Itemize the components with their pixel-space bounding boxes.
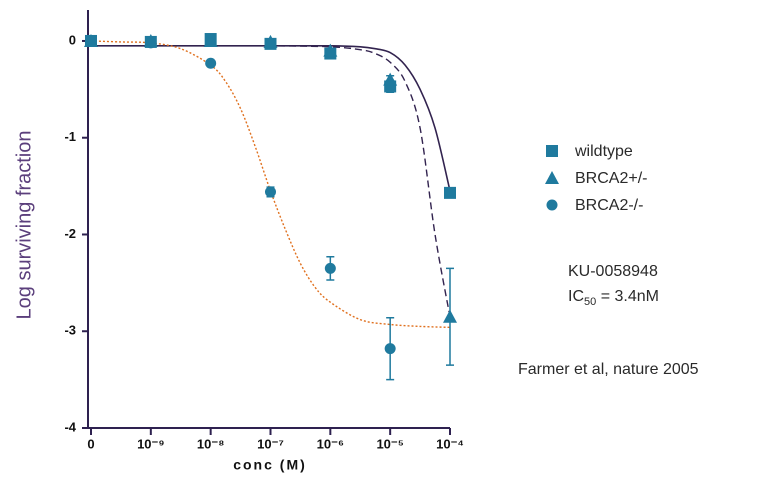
marker-circle <box>384 343 396 355</box>
marker-square <box>546 145 558 157</box>
ic-suffix: = 3.4nM <box>596 288 659 305</box>
marker-triangle <box>545 171 559 184</box>
y-tick-label: 0 <box>69 32 76 47</box>
marker-circle <box>145 37 157 49</box>
x-tick-label: 10⁻⁹ <box>137 436 165 451</box>
legend-label: BRCA2+/- <box>575 170 647 187</box>
x-axis-label: conc (M) <box>233 457 307 473</box>
x-tick-label: 10⁻⁷ <box>257 436 284 451</box>
marker-triangle <box>443 309 457 323</box>
compound-name: KU-0058948 <box>568 263 658 280</box>
fit-curve <box>90 45 451 317</box>
marker-triangle <box>323 43 338 57</box>
y-tick-label: -2 <box>64 226 76 241</box>
marker-circle <box>85 35 97 47</box>
marker-triangle <box>263 34 278 48</box>
x-tick-label: 10⁻⁵ <box>376 436 403 451</box>
marker-circle <box>324 262 336 274</box>
citation: Farmer et al, nature 2005 <box>518 361 699 378</box>
legend-label: wildtype <box>574 143 633 160</box>
x-tick-label: 0 <box>87 436 94 451</box>
ic-prefix: IC <box>568 288 584 305</box>
x-tick-label: 10⁻⁴ <box>436 436 464 451</box>
x-tick-label: 10⁻⁸ <box>197 436 224 451</box>
marker-circle <box>546 199 558 211</box>
marker-triangle <box>203 33 218 47</box>
ic-subscript: 50 <box>584 296 596 308</box>
y-tick-label: -1 <box>64 129 76 144</box>
marker-circle <box>264 186 276 198</box>
marker-square <box>444 186 456 199</box>
marker-triangle <box>383 72 398 86</box>
y-axis-label: Log surviving fraction <box>13 131 35 320</box>
legend-label: BRCA2-/- <box>575 197 643 214</box>
ic50-note: IC50 = 3.4nM <box>568 288 659 308</box>
x-tick-label: 10⁻⁶ <box>317 436 344 451</box>
y-tick-label: -4 <box>64 419 76 434</box>
y-tick-label: -3 <box>64 323 76 338</box>
marker-circle <box>205 57 217 69</box>
